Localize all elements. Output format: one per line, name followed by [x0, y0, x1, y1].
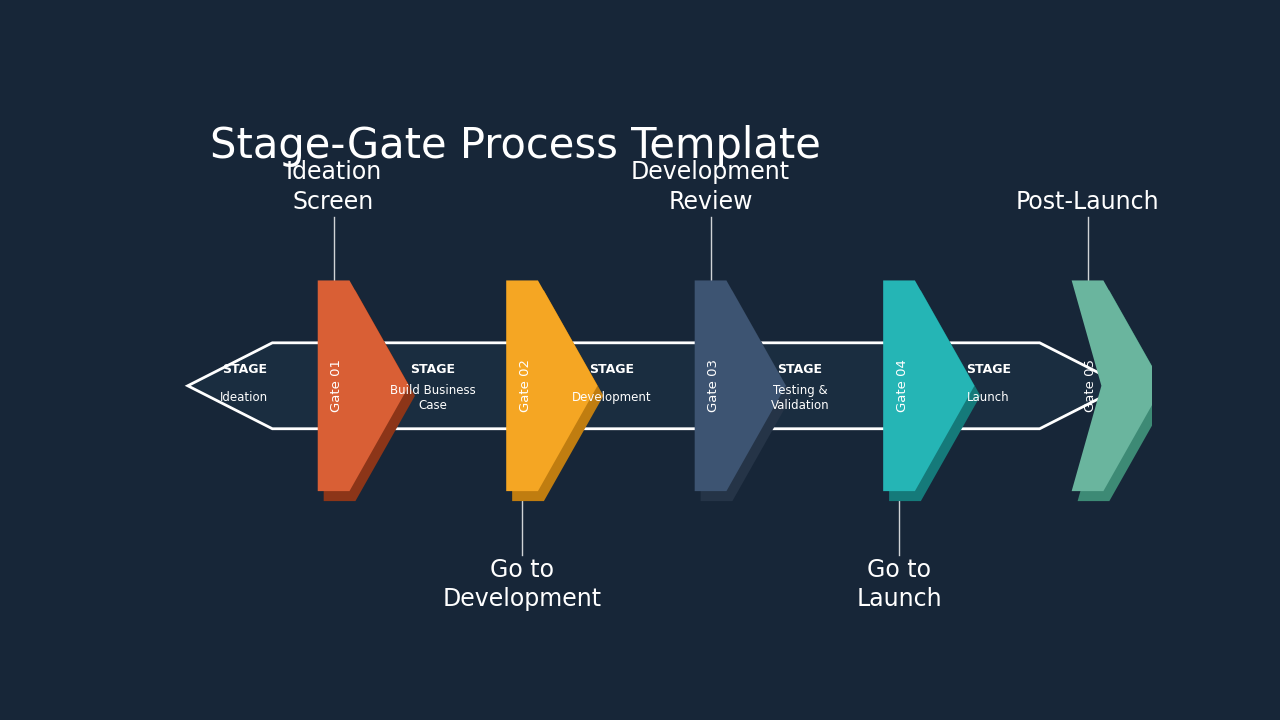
Text: Gate 01: Gate 01: [330, 359, 343, 413]
Polygon shape: [695, 280, 786, 491]
Text: Post-Launch: Post-Launch: [1016, 190, 1160, 214]
Polygon shape: [512, 290, 603, 501]
Text: Gate 05: Gate 05: [1084, 359, 1097, 413]
Polygon shape: [188, 343, 1124, 428]
Text: Development: Development: [572, 392, 652, 405]
Polygon shape: [883, 280, 974, 491]
Polygon shape: [700, 290, 792, 501]
Text: STAGE: STAGE: [966, 363, 1011, 376]
Polygon shape: [317, 280, 410, 491]
Text: Development
Review: Development Review: [631, 161, 790, 214]
Text: Gate 04: Gate 04: [896, 359, 909, 413]
Polygon shape: [324, 290, 415, 501]
Polygon shape: [1071, 280, 1164, 491]
Text: Stage-Gate Process Template: Stage-Gate Process Template: [210, 125, 820, 167]
Polygon shape: [506, 280, 598, 491]
Text: Ideation
Screen: Ideation Screen: [285, 161, 381, 214]
Text: Go to
Launch: Go to Launch: [856, 557, 942, 611]
Polygon shape: [1078, 290, 1169, 501]
Text: STAGE: STAGE: [777, 363, 822, 376]
Text: Gate 02: Gate 02: [518, 359, 531, 413]
Text: Ideation: Ideation: [220, 392, 269, 405]
Text: Gate 03: Gate 03: [707, 359, 721, 413]
Text: Go to
Development: Go to Development: [443, 557, 602, 611]
Polygon shape: [890, 290, 980, 501]
Text: STAGE: STAGE: [411, 363, 456, 376]
Text: Testing &
Validation: Testing & Validation: [771, 384, 829, 413]
Text: STAGE: STAGE: [221, 363, 266, 376]
Text: Build Business
Case: Build Business Case: [390, 384, 476, 413]
Text: Launch: Launch: [966, 392, 1010, 405]
Text: STAGE: STAGE: [589, 363, 634, 376]
